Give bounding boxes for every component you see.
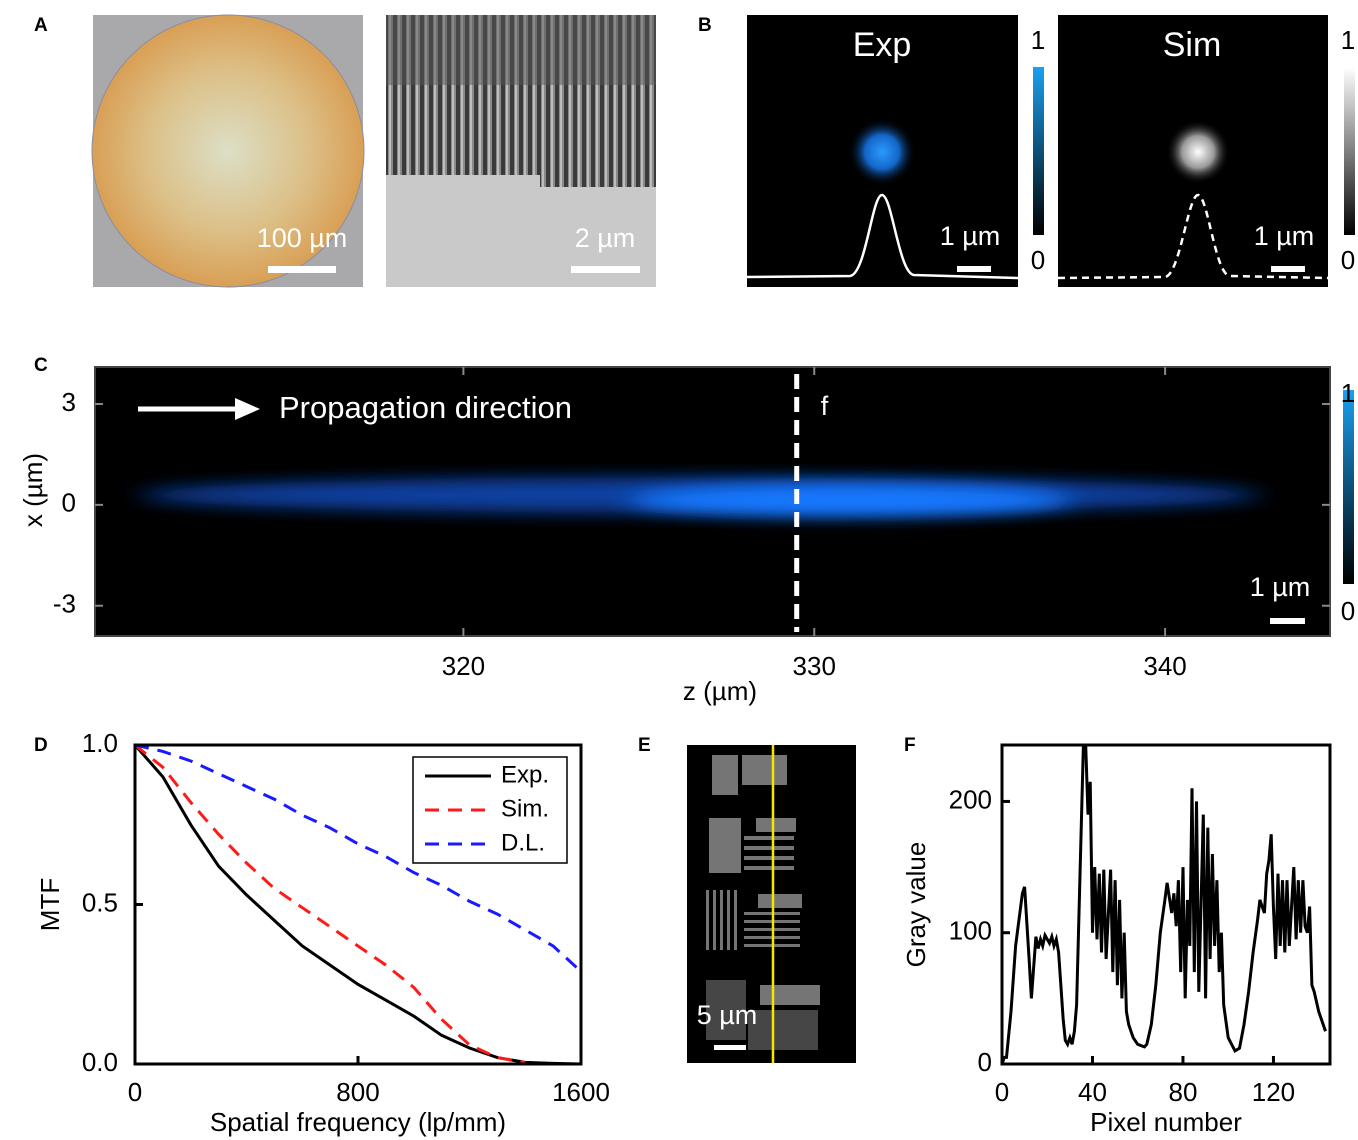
panel-label: A — [34, 15, 48, 36]
x-tick-label: 800 — [336, 1077, 379, 1107]
colorbar-label: 1 — [1031, 25, 1045, 55]
y-tick-label: 0 — [62, 488, 76, 518]
resolution-target: 5 µm — [687, 745, 856, 1063]
beam-profile: Propagation direction 1 µm 1 0 z (µm) x … — [18, 367, 1355, 706]
legend-label: D.L. — [501, 829, 545, 856]
y-axis-label: x (µm) — [18, 453, 48, 527]
legend-label: Exp. — [501, 761, 549, 788]
panel-label: E — [638, 735, 651, 756]
x-tick-label: 330 — [793, 651, 836, 681]
y-tick-label: 0 — [978, 1047, 992, 1077]
x-tick-label: 120 — [1252, 1077, 1295, 1107]
image-title: Exp — [853, 26, 912, 64]
chart: 0 40 80 120 0 100 200 Pixel number Gray value — [901, 745, 1330, 1137]
y-axis-label: MTF — [35, 878, 65, 931]
x-axis-label: z (µm) — [683, 676, 757, 706]
scale-bar-label: 1 µm — [940, 221, 1001, 251]
panel-label: D — [34, 735, 48, 756]
x-axis-label: Spatial frequency (lp/mm) — [210, 1107, 506, 1137]
colorbar-label: 1 — [1341, 378, 1355, 408]
x-tick-label: 40 — [1078, 1077, 1107, 1107]
x-tick-label: 0 — [995, 1077, 1009, 1107]
panel-label: C — [34, 355, 48, 376]
scale-bar-label: 1 µm — [1250, 572, 1311, 602]
x-axis-label: Pixel number — [1090, 1107, 1242, 1137]
colorbar-label: 1 — [1341, 25, 1355, 55]
colorbar-label: 0 — [1341, 596, 1355, 626]
focus-label: f — [821, 391, 829, 421]
image-title: Sim — [1163, 26, 1222, 64]
scale-bar-label: 5 µm — [697, 1000, 758, 1030]
data-line — [1002, 745, 1326, 1064]
y-tick-label: 3 — [62, 387, 76, 417]
colorbar-label: 0 — [1031, 245, 1045, 275]
y-tick-label: 1.0 — [82, 728, 118, 758]
y-axis-label: Gray value — [901, 842, 931, 968]
scale-bar-label: 2 µm — [575, 223, 636, 253]
x-tick-label: 340 — [1143, 651, 1186, 681]
chart: 0 800 1600 0.0 0.5 1.0 Spatial frequency (lp/m… — [35, 728, 610, 1137]
annotation: Propagation direction — [279, 390, 572, 425]
x-tick-label: 0 — [128, 1077, 142, 1107]
y-tick-label: 0.5 — [82, 887, 118, 917]
y-tick-label: 100 — [949, 916, 992, 946]
y-tick-label: 0.0 — [82, 1047, 118, 1077]
panel-label: F — [904, 735, 916, 756]
psf-exp: Exp 1 µm 1 0 — [747, 15, 1045, 287]
y-tick-label: 200 — [949, 784, 992, 814]
scale-bar-label: 100 µm — [257, 223, 348, 253]
micrograph-lens: 100 µm — [92, 15, 364, 287]
y-tick-label: -3 — [53, 589, 76, 619]
figure: A B C D E F 100 µm 2 µm Exp 1 µm 1 0 Sim… — [0, 0, 1358, 1140]
colorbar-label: 0 — [1341, 245, 1355, 275]
x-tick-label: 1600 — [552, 1077, 610, 1107]
panel-label: B — [698, 15, 712, 36]
legend-label: Sim. — [501, 795, 549, 822]
scale-bar-label: 1 µm — [1254, 221, 1315, 251]
x-tick-label: 320 — [442, 651, 485, 681]
micrograph-sem: 2 µm — [386, 15, 656, 287]
psf-sim: Sim 1 µm 1 0 — [1058, 15, 1355, 287]
x-tick-label: 80 — [1169, 1077, 1198, 1107]
